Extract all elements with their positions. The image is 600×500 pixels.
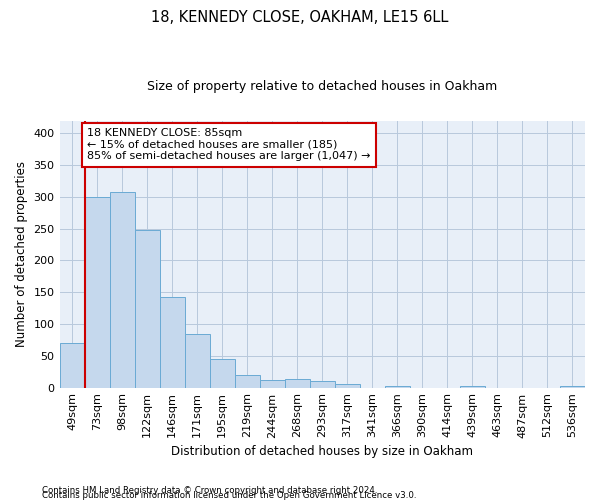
Title: Size of property relative to detached houses in Oakham: Size of property relative to detached ho… <box>147 80 497 93</box>
Bar <box>185 334 209 388</box>
Text: 18 KENNEDY CLOSE: 85sqm
← 15% of detached houses are smaller (185)
85% of semi-d: 18 KENNEDY CLOSE: 85sqm ← 15% of detache… <box>87 128 371 162</box>
Bar <box>134 230 160 388</box>
Bar <box>260 380 285 388</box>
Bar <box>335 384 360 388</box>
Bar <box>110 192 134 388</box>
Bar <box>209 359 235 388</box>
Bar <box>85 197 110 388</box>
Bar <box>59 343 85 388</box>
Text: 18, KENNEDY CLOSE, OAKHAM, LE15 6LL: 18, KENNEDY CLOSE, OAKHAM, LE15 6LL <box>151 10 449 25</box>
Bar <box>235 375 260 388</box>
Bar <box>385 386 410 388</box>
Bar <box>310 381 335 388</box>
Y-axis label: Number of detached properties: Number of detached properties <box>15 161 28 347</box>
Text: Contains public sector information licensed under the Open Government Licence v3: Contains public sector information licen… <box>42 491 416 500</box>
Bar <box>285 378 310 388</box>
Bar <box>560 386 585 388</box>
Bar <box>160 296 185 388</box>
Bar <box>460 386 485 388</box>
Text: Contains HM Land Registry data © Crown copyright and database right 2024.: Contains HM Land Registry data © Crown c… <box>42 486 377 495</box>
X-axis label: Distribution of detached houses by size in Oakham: Distribution of detached houses by size … <box>171 444 473 458</box>
